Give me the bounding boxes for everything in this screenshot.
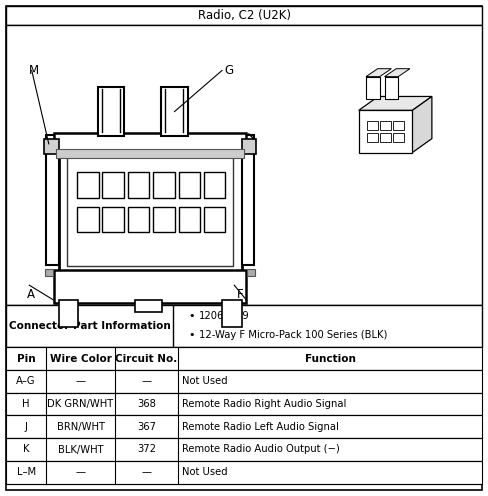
Text: M: M (29, 64, 40, 77)
Bar (102, 206, 124, 232)
Text: Function: Function (305, 354, 356, 364)
Bar (247, 269, 255, 276)
Bar (59, 139, 242, 275)
Text: Remote Radio Left Audio Signal: Remote Radio Left Audio Signal (182, 422, 339, 432)
Bar (6, 347, 482, 370)
Text: •: • (188, 330, 194, 340)
Bar (6, 370, 482, 393)
Text: G: G (224, 64, 234, 77)
Text: K: K (23, 444, 29, 454)
Bar (46, 135, 59, 265)
Bar (204, 172, 225, 198)
Bar (380, 133, 391, 142)
Bar (393, 133, 404, 142)
Bar (179, 206, 200, 232)
Text: F: F (237, 288, 244, 301)
Text: BLK/WHT: BLK/WHT (58, 444, 103, 454)
Text: Radio, C2 (U2K): Radio, C2 (U2K) (198, 9, 290, 22)
Bar (98, 87, 124, 136)
Bar (6, 461, 482, 484)
Bar (45, 269, 53, 276)
Text: 368: 368 (137, 399, 156, 409)
Bar (242, 139, 256, 154)
Text: Circuit No.: Circuit No. (115, 354, 178, 364)
Bar (56, 149, 244, 158)
Text: 12064799: 12064799 (199, 311, 249, 321)
Bar (128, 172, 149, 198)
Text: —: — (142, 467, 151, 477)
Text: —: — (76, 467, 85, 477)
Bar (204, 206, 225, 232)
Bar (179, 172, 200, 198)
Text: Not Used: Not Used (182, 376, 227, 386)
Text: Remote Radio Audio Output (−): Remote Radio Audio Output (−) (182, 444, 340, 454)
Text: —: — (142, 376, 151, 386)
Bar (54, 270, 246, 303)
Bar (6, 438, 482, 461)
Bar (367, 121, 378, 130)
Text: Connector Part Information: Connector Part Information (9, 321, 170, 331)
Bar (359, 111, 412, 153)
Text: 372: 372 (137, 444, 156, 454)
Text: 367: 367 (137, 422, 156, 432)
Text: J: J (25, 422, 27, 432)
Bar (44, 139, 59, 154)
Text: A–G: A–G (16, 376, 36, 386)
Bar (161, 87, 188, 136)
Bar (6, 305, 482, 347)
Bar (367, 133, 378, 142)
Bar (153, 206, 175, 232)
Bar (135, 300, 162, 312)
Bar (6, 6, 482, 25)
Bar (242, 135, 254, 265)
Text: Remote Radio Right Audio Signal: Remote Radio Right Audio Signal (182, 399, 346, 409)
Text: H: H (22, 399, 30, 409)
Bar (380, 121, 391, 130)
Bar (128, 206, 149, 232)
Bar (54, 133, 246, 151)
Bar (6, 416, 482, 438)
Text: L–M: L–M (17, 467, 36, 477)
Bar (6, 25, 482, 305)
Bar (67, 148, 233, 266)
Bar (366, 76, 380, 99)
Bar (153, 172, 175, 198)
Text: —: — (76, 376, 85, 386)
Polygon shape (366, 68, 391, 77)
Bar (77, 172, 99, 198)
Text: Not Used: Not Used (182, 467, 227, 477)
Text: •: • (188, 311, 194, 321)
Bar (222, 300, 242, 327)
Bar (102, 172, 124, 198)
Bar (385, 76, 398, 99)
Text: 12-Way F Micro-Pack 100 Series (BLK): 12-Way F Micro-Pack 100 Series (BLK) (199, 330, 387, 340)
Polygon shape (412, 96, 432, 153)
Text: A: A (27, 288, 35, 301)
Text: BRN/WHT: BRN/WHT (57, 422, 104, 432)
Text: Wire Color: Wire Color (50, 354, 111, 364)
Bar (393, 121, 404, 130)
Text: Pin: Pin (17, 354, 36, 364)
Polygon shape (385, 68, 410, 77)
Bar (59, 300, 78, 327)
Text: DK GRN/WHT: DK GRN/WHT (47, 399, 114, 409)
Bar (6, 393, 482, 416)
Bar (77, 206, 99, 232)
Polygon shape (359, 96, 432, 111)
